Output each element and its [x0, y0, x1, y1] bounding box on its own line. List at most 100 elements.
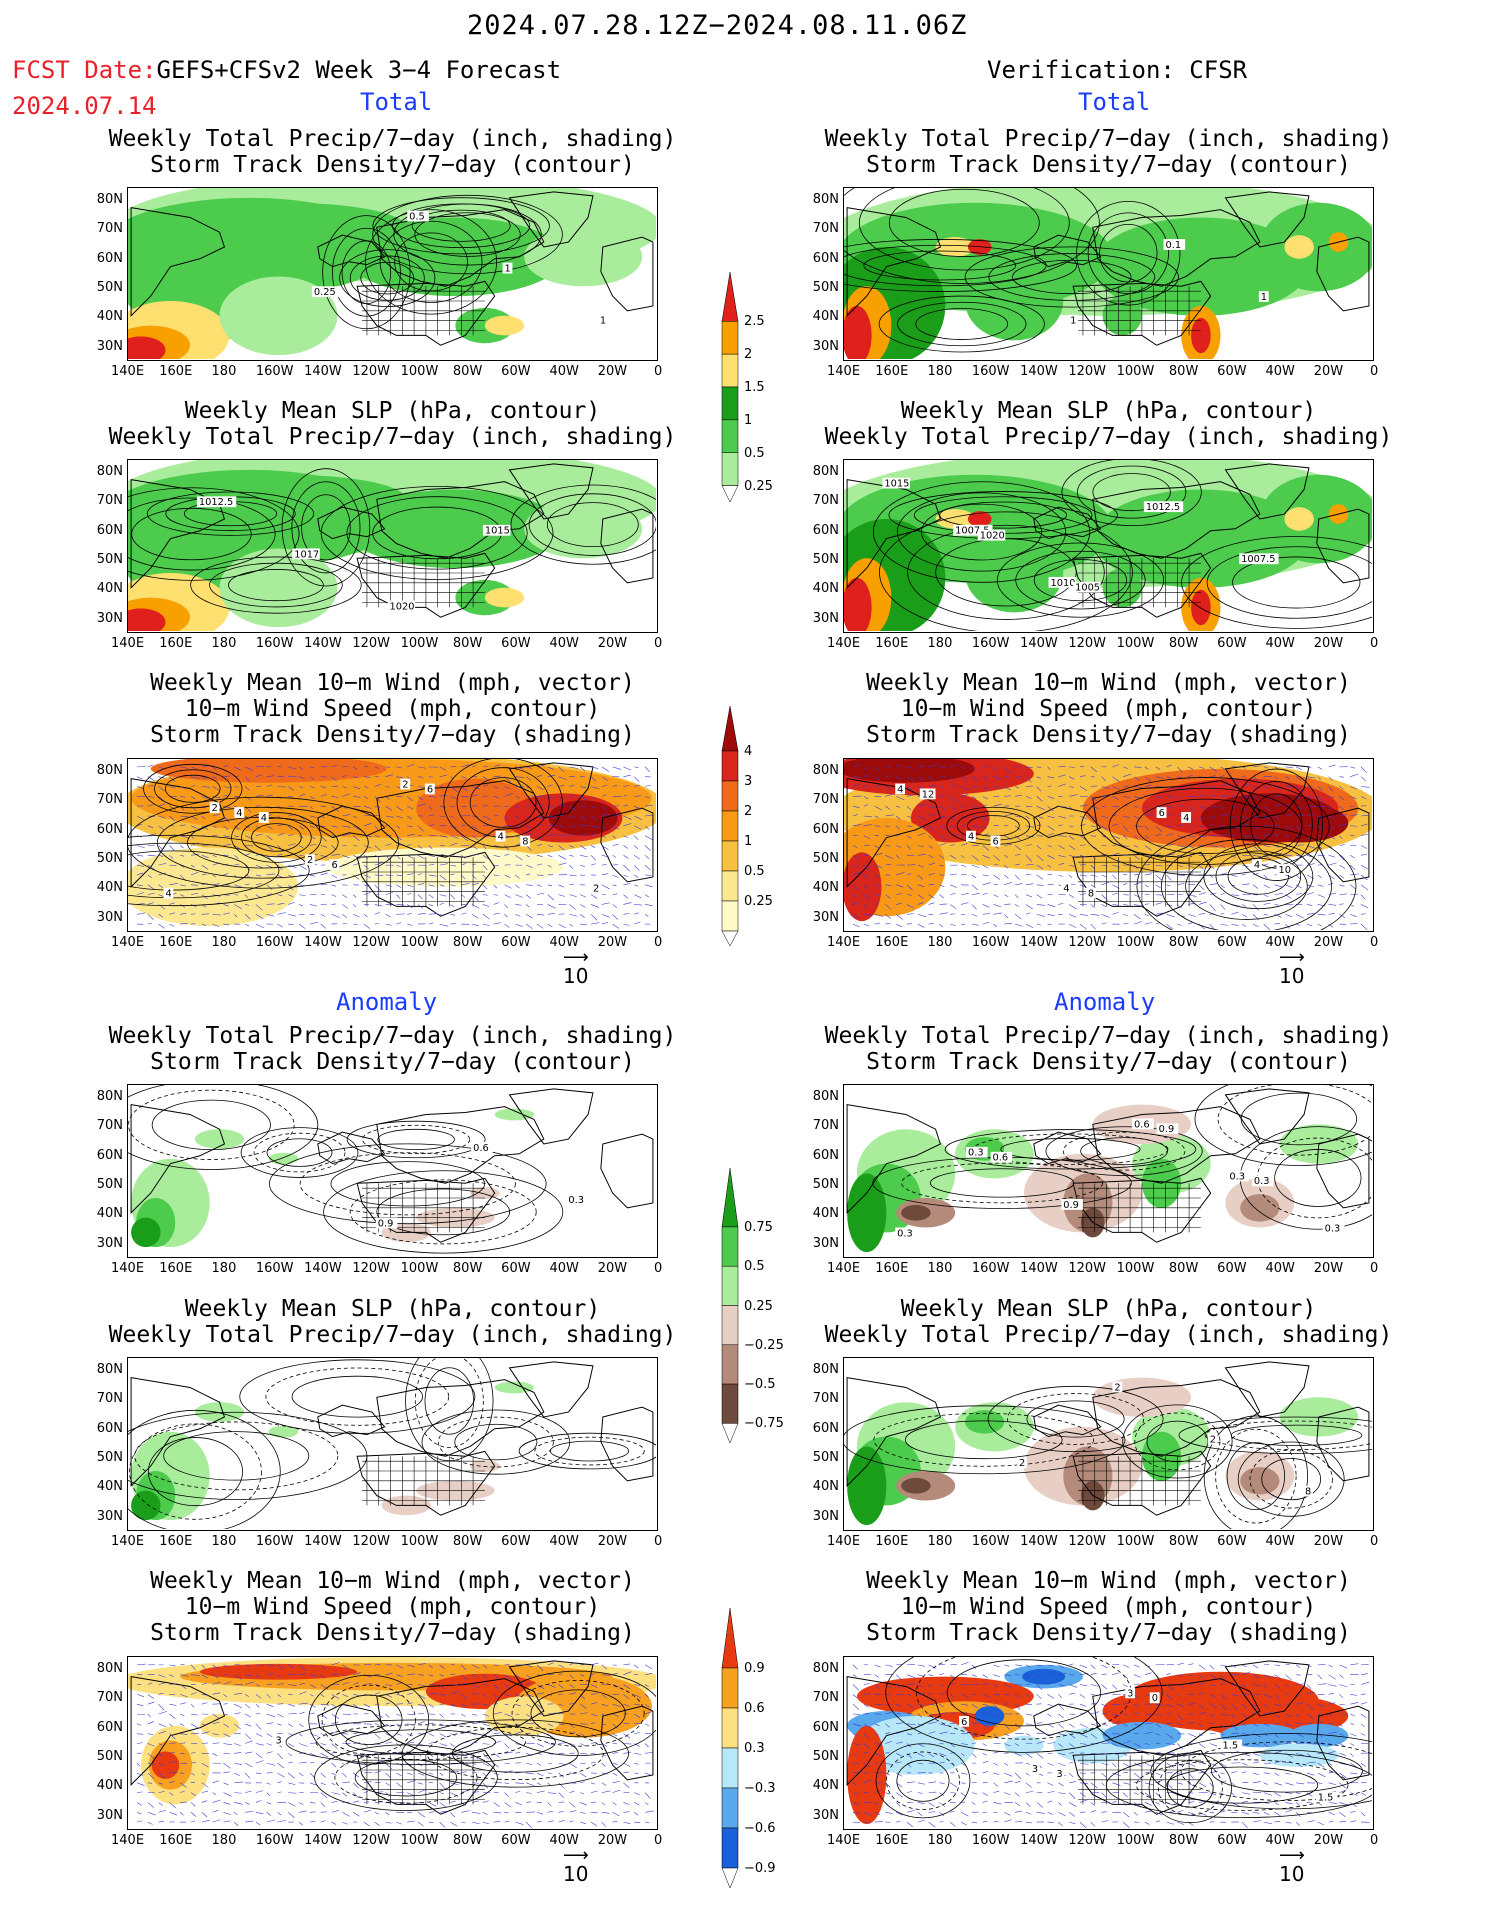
wind-vector	[1328, 892, 1337, 895]
wind-vector	[1025, 863, 1034, 866]
lon-label: 140E	[111, 935, 145, 950]
wind-vector	[266, 1664, 274, 1666]
colorbar-swatch	[721, 1168, 739, 1228]
wind-vector	[482, 864, 488, 871]
wind-vector	[906, 873, 912, 876]
wind-vector	[244, 766, 253, 771]
wind-vector	[1317, 786, 1323, 792]
coastline-greenland	[1224, 762, 1310, 819]
wind-vector	[645, 804, 653, 807]
wind-vector	[1079, 1799, 1089, 1803]
wind-vector	[223, 1681, 232, 1685]
lat-label: 40N	[812, 581, 839, 597]
wind-vector	[1025, 904, 1033, 910]
wind-vector	[547, 855, 553, 858]
wind-vector	[169, 1760, 177, 1764]
lon-label: 140E	[111, 1534, 145, 1549]
wind-vector	[1155, 894, 1162, 896]
wind-vector	[1155, 776, 1164, 779]
wind-vector	[1166, 1821, 1174, 1825]
wind-vector	[1296, 1733, 1304, 1737]
wind-vector	[1068, 1792, 1076, 1799]
wind-vector	[212, 1753, 218, 1757]
wind-vector	[1123, 922, 1129, 925]
wind-vector	[590, 845, 596, 848]
wind-vector	[1123, 1664, 1130, 1668]
wind-vector	[1123, 883, 1128, 886]
wind-vector	[950, 1743, 956, 1748]
wind-vector	[1360, 833, 1369, 836]
wind-vector	[407, 1792, 414, 1796]
wind-vector	[482, 1664, 488, 1669]
wind-vector	[939, 923, 944, 928]
wind-vector	[1252, 796, 1259, 799]
wind-vector	[1047, 1782, 1054, 1786]
wind-vector	[1015, 1664, 1023, 1666]
lon-label: 20W	[597, 1261, 628, 1276]
lat-label: 40N	[96, 1206, 123, 1222]
wind-vector	[1144, 1684, 1149, 1689]
lon-label: 0	[1370, 935, 1379, 950]
wind-vector	[1306, 1761, 1316, 1764]
wind-vector	[417, 1684, 427, 1687]
wind-vector	[223, 775, 230, 777]
wind-vector	[1360, 823, 1368, 827]
wind-vector	[461, 776, 467, 779]
contour-line	[844, 188, 1100, 284]
wind-vector	[1242, 1781, 1249, 1784]
contour-line	[550, 1440, 630, 1462]
wind-vector	[342, 1812, 350, 1817]
wind-vector	[1317, 1674, 1323, 1680]
wind-vector	[472, 1811, 481, 1814]
wind-vector	[515, 894, 524, 898]
wind-vector	[874, 922, 880, 925]
wind-vector	[1004, 766, 1011, 773]
wind-vector	[190, 1713, 198, 1716]
wind-vector	[1090, 884, 1096, 889]
contour-line	[1160, 839, 1332, 930]
lat-label: 50N	[96, 850, 123, 866]
wind-vector	[342, 786, 348, 789]
wind-vector	[536, 923, 544, 929]
contour-line	[1261, 1458, 1322, 1501]
wind-vector	[244, 1733, 252, 1740]
wind-vector	[1328, 1751, 1336, 1754]
wind-vector	[950, 1722, 956, 1725]
wind-vector	[288, 834, 294, 836]
wind-vector	[1101, 914, 1110, 918]
wind-vector	[385, 766, 391, 768]
wind-vector	[874, 1771, 884, 1774]
wind-vector	[1285, 884, 1293, 889]
wind-vector	[1220, 795, 1229, 797]
wind-vector	[363, 1809, 371, 1813]
wind-vector	[1079, 775, 1086, 777]
contour-label: 1	[1261, 292, 1267, 303]
wind-vector	[482, 1674, 488, 1679]
wind-vector	[1090, 1702, 1097, 1705]
wind-vector	[288, 1782, 296, 1786]
wind-vector	[1101, 776, 1107, 782]
wind-vector	[960, 786, 970, 791]
wind-vector	[482, 815, 491, 820]
wind-vector	[993, 1782, 999, 1787]
wind-vector	[504, 1820, 510, 1823]
wind-vector	[450, 1753, 459, 1758]
wind-vector	[1112, 805, 1120, 808]
wind-vector	[1188, 1713, 1194, 1715]
wind-vector	[982, 796, 989, 800]
panel-title-line: 10−m Wind Speed (mph, contour)	[184, 696, 601, 722]
reference-arrow: ⟶	[563, 1845, 589, 1866]
contour-line	[1206, 546, 1372, 619]
wind-vector	[363, 1771, 373, 1774]
wind-vector	[526, 1801, 532, 1803]
contour-line	[1122, 1404, 1233, 1479]
wind-vector	[439, 894, 447, 897]
coastline-usa	[356, 851, 496, 917]
wind-vector	[244, 1723, 252, 1727]
wind-vector	[1177, 1723, 1182, 1726]
wind-vector	[190, 1781, 195, 1784]
wind-vector	[1242, 1792, 1250, 1795]
wind-vector	[1025, 912, 1031, 915]
contour-line	[128, 842, 280, 899]
wind-vector	[147, 902, 154, 905]
